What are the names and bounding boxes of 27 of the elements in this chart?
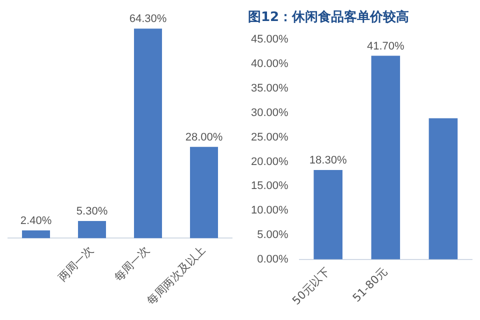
data-label: 41.70%: [367, 40, 405, 52]
bar: [314, 170, 342, 260]
data-label: 64.30%: [129, 13, 167, 26]
data-label: 28.00%: [185, 131, 223, 144]
bar: [428, 118, 458, 260]
data-label: 5.30%: [76, 205, 108, 218]
x-tick-label: 每周一次: [112, 244, 152, 284]
data-label: 18.30%: [309, 154, 347, 167]
y-tick-label: 45.00%: [250, 34, 289, 46]
bar: [190, 146, 218, 238]
bar: [134, 28, 162, 238]
x-tick-label: 两周一次: [56, 244, 96, 284]
y-tick-label: 10.00%: [250, 204, 289, 217]
bar: [78, 220, 106, 238]
y-tick-label: 20.00%: [250, 156, 289, 168]
y-tick-label: 40.00%: [250, 58, 289, 70]
y-tick-label: 15.00%: [250, 180, 289, 192]
bar: [22, 230, 50, 238]
data-label: 2.40%: [20, 214, 52, 227]
y-tick-label: 30.00%: [250, 106, 289, 119]
bar: [371, 56, 400, 260]
y-tick-label: 5.00%: [257, 229, 289, 242]
y-tick-label: 0.00%: [257, 253, 289, 266]
x-tick-label: 50元以下: [290, 265, 332, 308]
y-tick-label: 35.00%: [250, 82, 289, 94]
y-tick-label: 25.00%: [250, 131, 289, 144]
chart-title: 图12：休闲食品客单价较高: [248, 9, 410, 26]
